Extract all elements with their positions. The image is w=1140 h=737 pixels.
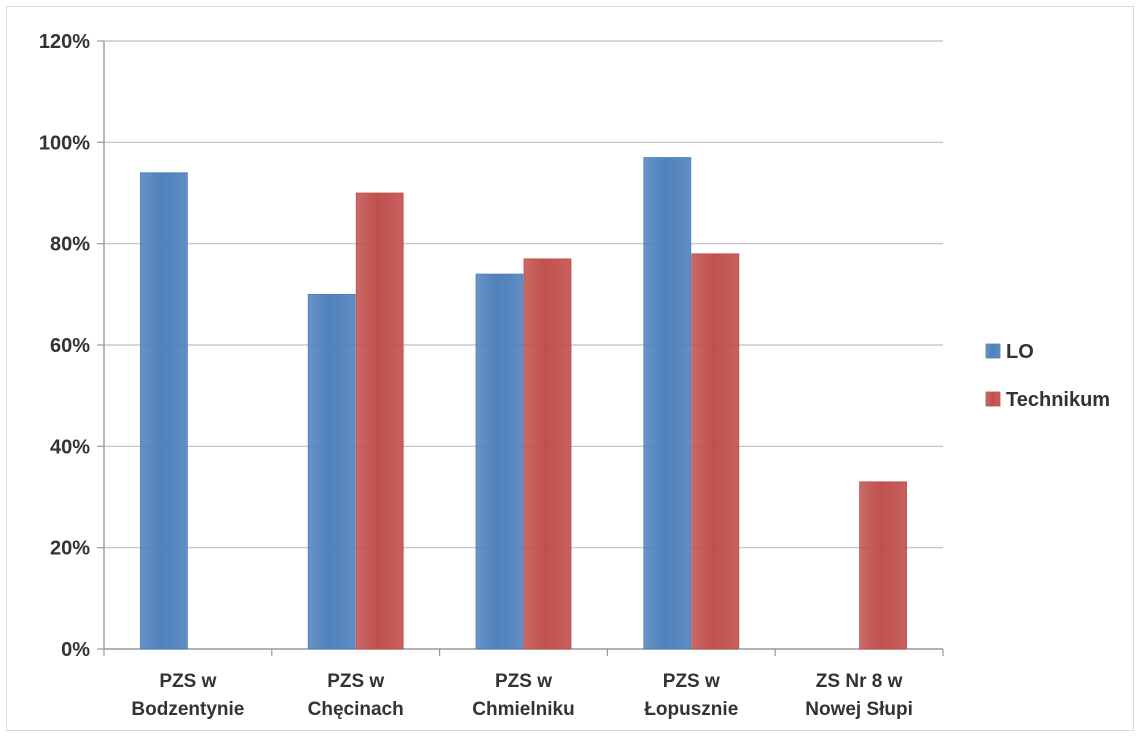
bars bbox=[139, 157, 907, 650]
y-tick-label: 60% bbox=[50, 335, 90, 357]
bar-lo-3 bbox=[643, 157, 692, 650]
legend-label-lo: LO bbox=[1006, 341, 1034, 363]
y-tick-label: 100% bbox=[39, 132, 90, 154]
x-category-label: PZS w bbox=[327, 671, 384, 692]
x-category-label: PZS w bbox=[663, 671, 720, 692]
labels: 0% 20% 40% 60% 80% 100% 120% PZS w Bodzentynie PZ… bbox=[39, 31, 913, 720]
bar-technikum-2 bbox=[523, 258, 572, 650]
x-category-label: ZS Nr 8 w bbox=[816, 671, 903, 692]
bar-lo-2 bbox=[475, 273, 524, 650]
bar-lo-0 bbox=[139, 172, 188, 650]
bar-technikum-4 bbox=[859, 481, 907, 650]
y-tick-label: 20% bbox=[50, 538, 90, 560]
x-category-label: Chęcinach bbox=[308, 699, 404, 720]
legend-label-technikum: Technikum bbox=[1006, 389, 1110, 411]
bar-technikum-1 bbox=[355, 192, 404, 650]
x-category-label: Bodzentynie bbox=[131, 699, 244, 720]
y-tick-label: 0% bbox=[61, 639, 90, 661]
y-tick-label: 40% bbox=[50, 436, 90, 458]
x-category-label: Chmielniku bbox=[472, 699, 574, 720]
y-tick-label: 80% bbox=[50, 234, 90, 256]
x-category-label: Łopusznie bbox=[644, 699, 738, 720]
bar-lo-1 bbox=[307, 293, 356, 650]
x-category-label: PZS w bbox=[495, 671, 552, 692]
x-category-label: PZS w bbox=[159, 671, 216, 692]
axes bbox=[97, 40, 944, 656]
gridlines bbox=[104, 40, 943, 549]
y-tick-label: 120% bbox=[39, 31, 90, 53]
legend-swatch-lo bbox=[985, 343, 1001, 359]
x-category-label: Nowej Słupi bbox=[805, 699, 913, 720]
legend: LO Technikum bbox=[985, 341, 1110, 411]
bar-technikum-3 bbox=[691, 253, 740, 650]
legend-swatch-technikum bbox=[985, 391, 1001, 407]
